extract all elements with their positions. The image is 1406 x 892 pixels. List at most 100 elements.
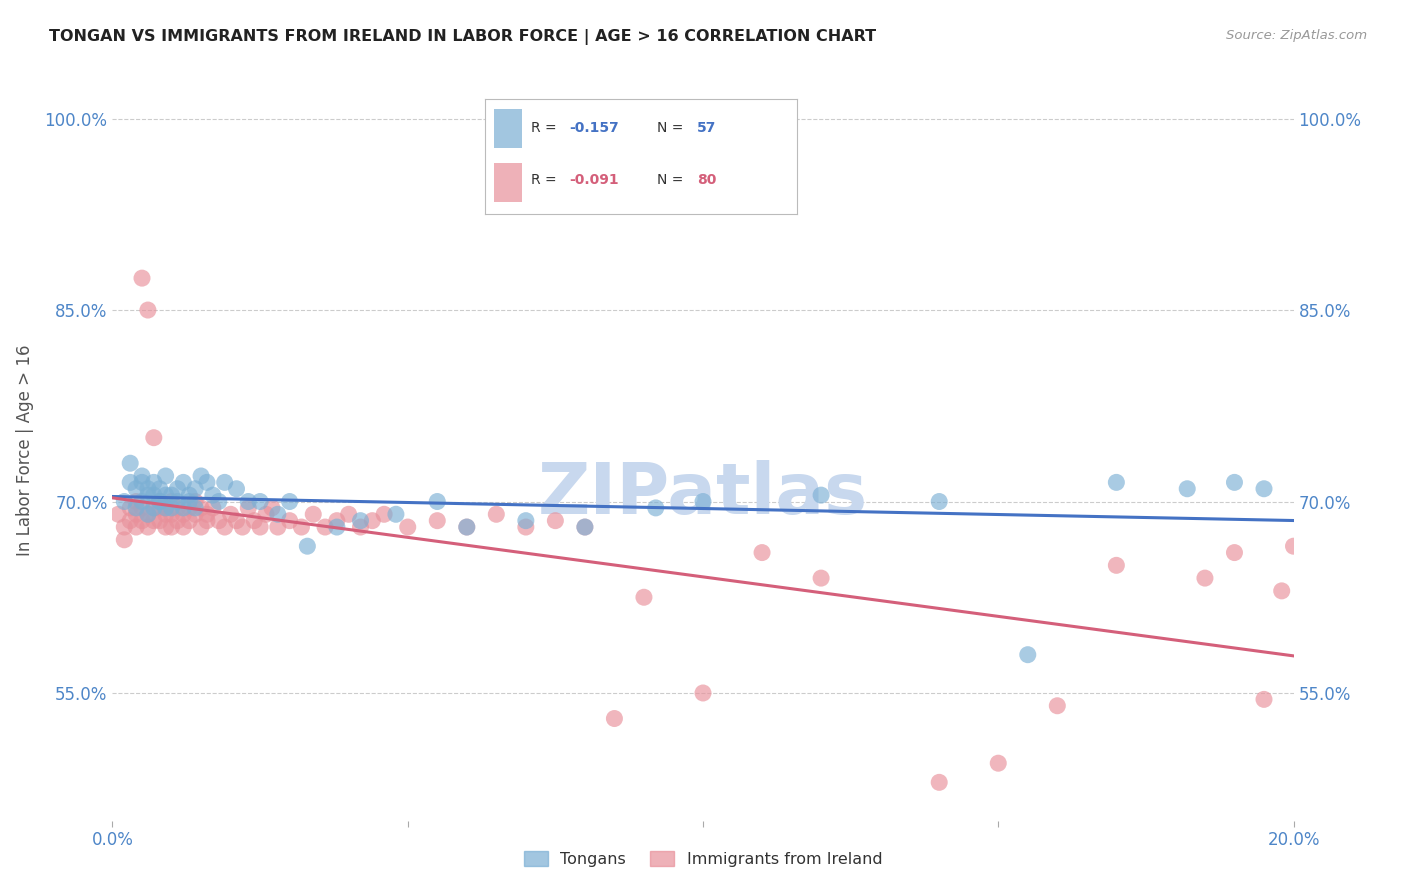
Point: [155, 500, 177, 515]
Point: [160, 508, 183, 522]
Point: [208, 514, 231, 528]
Point: [243, 514, 266, 528]
Point: [810, 571, 832, 585]
Point: [278, 514, 301, 528]
Point: [195, 514, 218, 528]
Point: [166, 500, 188, 515]
Point: [603, 712, 626, 726]
Point: [1223, 545, 1246, 559]
Point: [155, 520, 177, 534]
Point: [928, 775, 950, 789]
Point: [515, 514, 537, 528]
Point: [1017, 648, 1039, 662]
Point: [385, 508, 408, 522]
Point: [131, 271, 153, 285]
Point: [149, 494, 172, 508]
Point: [142, 500, 165, 515]
Point: [201, 500, 224, 515]
Point: [1223, 475, 1246, 490]
Text: ZIPatlas: ZIPatlas: [538, 460, 868, 529]
Point: [633, 591, 655, 605]
Point: [1105, 558, 1128, 573]
Point: [142, 488, 165, 502]
Point: [179, 488, 201, 502]
Point: [184, 500, 207, 515]
Point: [142, 500, 165, 515]
Point: [172, 520, 194, 534]
Point: [260, 500, 283, 515]
Point: [373, 508, 395, 522]
Point: [1253, 482, 1275, 496]
Point: [1282, 539, 1305, 553]
Point: [249, 520, 271, 534]
Point: [302, 508, 325, 522]
Point: [125, 508, 148, 522]
Point: [149, 494, 172, 508]
Point: [155, 508, 177, 522]
Point: [254, 508, 277, 522]
Point: [208, 494, 231, 508]
Point: [131, 500, 153, 515]
Point: [125, 500, 148, 515]
Point: [184, 508, 207, 522]
Text: TONGAN VS IMMIGRANTS FROM IRELAND IN LABOR FORCE | AGE > 16 CORRELATION CHART: TONGAN VS IMMIGRANTS FROM IRELAND IN LAB…: [49, 29, 876, 45]
Point: [142, 431, 165, 445]
Point: [184, 482, 207, 496]
Point: [290, 520, 312, 534]
Point: [644, 500, 666, 515]
Point: [179, 514, 201, 528]
Point: [155, 500, 177, 515]
Point: [125, 520, 148, 534]
Point: [349, 520, 371, 534]
Point: [190, 520, 212, 534]
Point: [267, 508, 290, 522]
Point: [120, 456, 142, 470]
Point: [238, 500, 260, 515]
Point: [160, 500, 183, 515]
Point: [120, 514, 142, 528]
Point: [166, 494, 188, 508]
Point: [172, 500, 194, 515]
Point: [278, 494, 301, 508]
Point: [574, 520, 596, 534]
Point: [219, 508, 242, 522]
Point: [172, 475, 194, 490]
Point: [692, 686, 714, 700]
Point: [136, 520, 159, 534]
Point: [120, 475, 142, 490]
Point: [131, 494, 153, 508]
Point: [225, 482, 247, 496]
Point: [142, 514, 165, 528]
Point: [225, 514, 247, 528]
Point: [515, 520, 537, 534]
Point: [574, 520, 596, 534]
Point: [326, 514, 349, 528]
Point: [426, 494, 449, 508]
Point: [166, 482, 188, 496]
Point: [214, 520, 236, 534]
Point: [314, 520, 336, 534]
Point: [155, 469, 177, 483]
Point: [160, 520, 183, 534]
Point: [326, 520, 349, 534]
Point: [810, 488, 832, 502]
Point: [155, 488, 177, 502]
Point: [987, 756, 1010, 771]
Point: [190, 500, 212, 515]
Point: [125, 482, 148, 496]
Point: [485, 508, 508, 522]
Point: [214, 475, 236, 490]
Point: [456, 520, 478, 534]
Point: [125, 494, 148, 508]
Point: [179, 494, 201, 508]
Point: [160, 488, 183, 502]
Point: [190, 469, 212, 483]
Point: [238, 494, 260, 508]
Point: [231, 520, 253, 534]
Point: [172, 508, 194, 522]
Point: [149, 494, 172, 508]
Point: [136, 508, 159, 522]
Point: [928, 494, 950, 508]
Point: [1271, 583, 1294, 598]
Point: [195, 475, 218, 490]
